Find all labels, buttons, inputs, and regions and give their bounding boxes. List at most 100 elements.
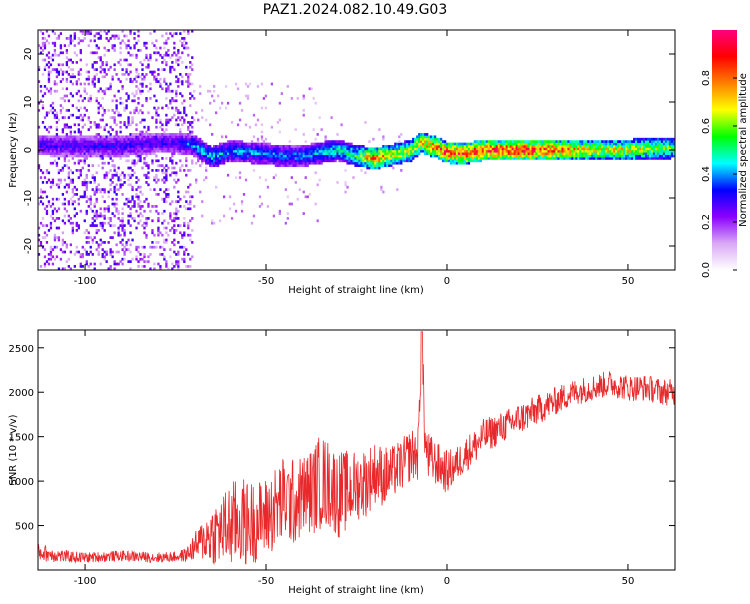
heatmap-cell <box>145 152 148 155</box>
heatmap-cell <box>232 202 236 206</box>
heatmap-cell <box>276 157 280 160</box>
heatmap-cell <box>400 142 403 146</box>
heatmap-cell <box>609 145 612 148</box>
heatmap-cell <box>101 221 104 225</box>
heatmap-cell <box>69 142 72 146</box>
heatmap-cell <box>213 164 216 167</box>
heatmap-cell <box>123 231 126 235</box>
heatmap-cell <box>282 161 285 165</box>
heatmap-cell <box>352 145 355 148</box>
heatmap-cell <box>234 176 238 179</box>
heatmap-cell <box>463 149 467 153</box>
heatmap-cell <box>557 149 560 153</box>
heatmap-cell <box>310 154 313 158</box>
heatmap-cell <box>563 142 566 146</box>
heatmap-cell <box>63 142 67 146</box>
heatmap-cell <box>153 152 156 155</box>
heatmap-cell <box>445 157 449 160</box>
heatmap-cell <box>105 154 108 158</box>
heatmap-cell <box>149 135 152 139</box>
heatmap-cell <box>531 149 534 153</box>
colorbar-tick-label: 0.4 <box>701 166 712 182</box>
heatmap-cell <box>525 149 528 153</box>
heatmap-cell <box>189 142 192 146</box>
heatmap-cell <box>163 137 166 141</box>
heatmap-cell <box>105 260 108 263</box>
heatmap-cell <box>509 140 512 143</box>
heatmap-cell <box>75 135 78 139</box>
heatmap-cell <box>304 164 307 167</box>
heatmap-cell <box>165 140 168 143</box>
heatmap-cell <box>605 149 608 153</box>
heatmap-cell <box>374 152 377 155</box>
heatmap-cell <box>433 140 437 143</box>
heatmap-cell <box>238 145 242 148</box>
heatmap-cell <box>471 149 475 153</box>
heatmap-cell <box>173 145 176 148</box>
heatmap-cell <box>595 147 598 151</box>
heatmap-cell <box>489 152 493 155</box>
heatmap-cell <box>306 149 309 153</box>
heatmap-cell <box>569 140 572 143</box>
heatmap-cell <box>125 197 128 201</box>
heatmap-cell <box>163 149 166 153</box>
heatmap-cell <box>171 200 174 203</box>
heatmap-cell <box>145 161 148 165</box>
heatmap-cell <box>211 159 214 163</box>
heatmap-cell <box>177 85 180 88</box>
heatmap-cell <box>133 219 136 223</box>
heatmap-cell <box>224 135 228 139</box>
heatmap-cell <box>141 73 144 76</box>
heatmap-cell <box>85 173 88 177</box>
heatmap-cell <box>652 145 656 148</box>
heatmap-cell <box>242 149 246 153</box>
heatmap-cell <box>55 82 59 86</box>
heatmap-cell <box>672 152 676 155</box>
heatmap-cell <box>252 147 256 151</box>
heatmap-cell <box>101 157 104 160</box>
heatmap-cell <box>545 140 548 143</box>
heatmap-cell <box>179 118 182 122</box>
heatmap-cell <box>81 99 84 103</box>
heatmap-cell <box>511 154 514 158</box>
heatmap-cell <box>643 154 646 158</box>
heatmap-cell <box>47 147 51 151</box>
heatmap-cell <box>177 77 180 81</box>
heatmap-cell <box>49 104 53 107</box>
heatmap-cell <box>559 149 562 153</box>
heatmap-cell <box>302 147 305 151</box>
heatmap-cell <box>169 149 172 153</box>
heatmap-cell <box>183 217 186 220</box>
heatmap-cell <box>465 147 469 151</box>
heatmap-cell <box>67 159 70 163</box>
heatmap-cell <box>276 152 280 155</box>
heatmap-cell <box>569 147 572 151</box>
heatmap-cell <box>613 140 616 143</box>
heatmap-cell <box>171 116 174 119</box>
heatmap-cell <box>644 157 648 160</box>
heatmap-cell <box>217 164 220 167</box>
heatmap-cell <box>581 147 584 151</box>
heatmap-cell <box>185 200 188 203</box>
heatmap-cell <box>330 140 333 143</box>
heatmap-cell <box>660 154 664 158</box>
heatmap-cell <box>199 152 202 155</box>
heatmap-cell <box>244 154 248 158</box>
heatmap-cell <box>189 137 192 141</box>
heatmap-cell <box>137 29 140 33</box>
heatmap-cell <box>656 137 660 141</box>
heatmap-cell <box>193 149 196 153</box>
heatmap-cell <box>306 159 309 163</box>
heatmap-cell <box>119 142 122 146</box>
heatmap-cell <box>149 58 152 62</box>
heatmap-cell <box>400 149 403 153</box>
heatmap-cell <box>238 118 242 122</box>
heatmap-cell <box>360 147 363 151</box>
heatmap-cell <box>159 253 162 256</box>
heatmap-cell <box>531 157 534 160</box>
heatmap-cell <box>354 152 357 155</box>
heatmap-cell <box>201 161 204 165</box>
heatmap-cell <box>141 63 144 67</box>
heatmap-cell <box>165 128 168 131</box>
heatmap-cell <box>75 169 78 172</box>
